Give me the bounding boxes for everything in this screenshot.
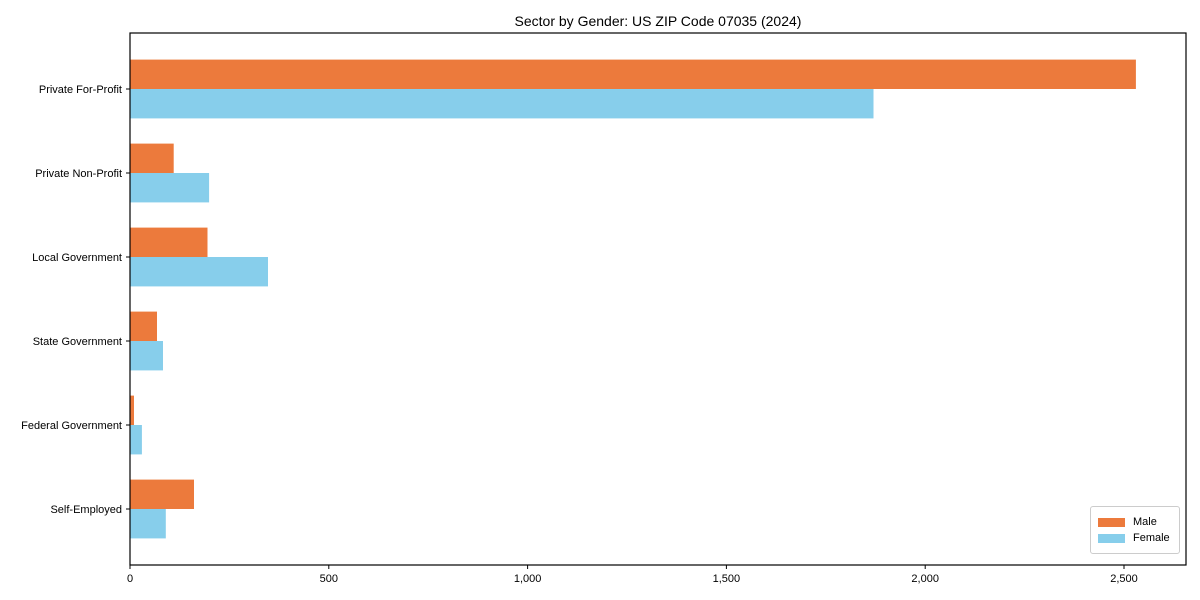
y-category-label-federal-government: Federal Government bbox=[21, 420, 122, 432]
bar-female-private-non-profit bbox=[130, 173, 210, 203]
y-category-label-local-government: Local Government bbox=[32, 252, 122, 264]
bar-male-self-employed bbox=[130, 479, 194, 509]
bar-female-private-for-profit bbox=[130, 89, 874, 119]
legend-swatch-female bbox=[1098, 533, 1125, 543]
bar-male-local-government bbox=[130, 227, 208, 257]
x-tick-label: 0 bbox=[127, 573, 133, 585]
x-tick-label: 500 bbox=[320, 573, 338, 585]
plot-border bbox=[129, 32, 1187, 566]
y-category-label-self-employed: Self-Employed bbox=[50, 504, 122, 516]
bar-female-federal-government bbox=[130, 425, 142, 455]
y-category-label-private-for-profit: Private For-Profit bbox=[39, 84, 122, 96]
bar-male-federal-government bbox=[130, 395, 134, 425]
bar-female-self-employed bbox=[130, 509, 166, 539]
bar-female-local-government bbox=[130, 257, 268, 287]
x-tick-label: 1,500 bbox=[713, 573, 741, 585]
x-tick-label: 1,000 bbox=[514, 573, 542, 585]
x-tick-label: 2,000 bbox=[911, 573, 939, 585]
bar-male-private-for-profit bbox=[130, 59, 1136, 89]
legend-swatch-male bbox=[1098, 517, 1125, 527]
bar-male-state-government bbox=[130, 311, 157, 341]
chart-title: Sector by Gender: US ZIP Code 07035 (202… bbox=[514, 13, 802, 29]
bar-male-private-non-profit bbox=[130, 143, 174, 173]
bar-female-state-government bbox=[130, 341, 163, 371]
y-category-label-state-government: State Government bbox=[33, 336, 122, 348]
legend-item-male: Male bbox=[1098, 516, 1179, 528]
legend-label-male: Male bbox=[1133, 516, 1157, 528]
y-category-label-private-non-profit: Private Non-Profit bbox=[35, 168, 122, 180]
x-tick-label: 2,500 bbox=[1110, 573, 1138, 585]
legend: Male Female bbox=[1090, 506, 1180, 554]
legend-item-female: Female bbox=[1098, 532, 1179, 544]
legend-label-female: Female bbox=[1133, 532, 1170, 544]
